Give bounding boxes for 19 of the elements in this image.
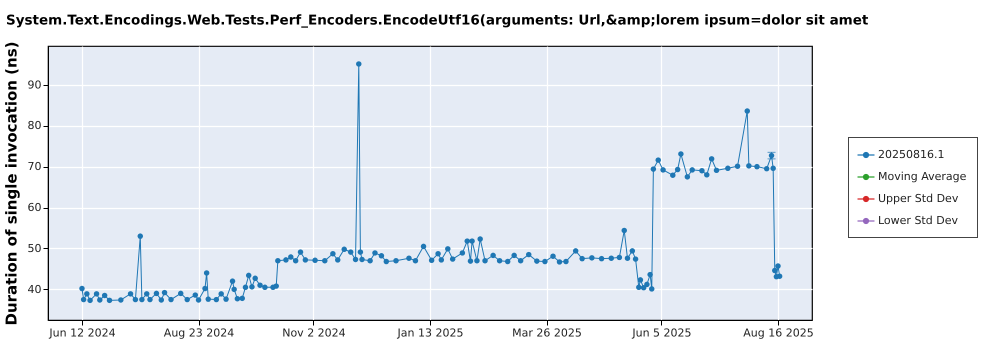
y-tick-label: 90	[28, 78, 42, 92]
y-tick-label: 40	[28, 282, 42, 296]
y-tick-label: 50	[28, 242, 42, 255]
y-axis-title: Duration of single invocation (ns)	[2, 42, 21, 326]
legend-label: Lower Std Dev	[878, 214, 958, 227]
y-tick-label: 60	[28, 201, 42, 214]
x-tick-label: Jun 5 2025	[631, 326, 692, 340]
legend-label: Upper Std Dev	[878, 192, 959, 205]
y-tick-label: 80	[28, 119, 42, 132]
x-tick-label: Nov 2 2024	[282, 326, 346, 340]
chart-title: System.Text.Encodings.Web.Tests.Perf_Encoders.EncodeUtf16(arguments: Url,&amp;lorem ipsum=dolor sit amet	[6, 12, 869, 28]
x-tick-label: Jun 12 2024	[48, 326, 116, 340]
x-tick-label: Aug 16 2025	[743, 326, 814, 340]
x-tick-label: Jan 13 2025	[396, 326, 464, 340]
legend-label: 20250816.1	[878, 148, 944, 161]
x-tick-label: Mar 26 2025	[512, 326, 582, 340]
legend-label: Moving Average	[878, 170, 967, 183]
x-tick-label: Aug 23 2024	[164, 326, 234, 340]
y-tick-label: 70	[28, 160, 42, 174]
